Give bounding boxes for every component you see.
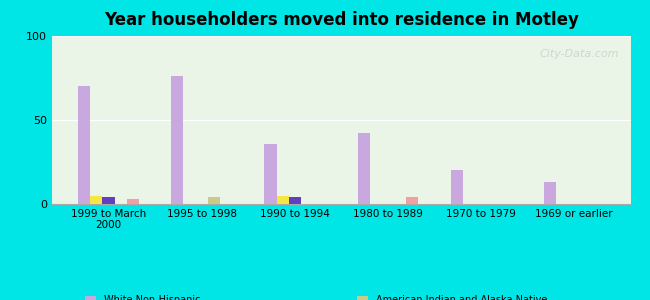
Bar [208, 197, 220, 204]
Bar [358, 134, 370, 204]
Bar [103, 197, 114, 204]
Bar [276, 196, 289, 204]
Bar [172, 76, 183, 204]
Bar [289, 197, 301, 204]
Legend: American Indian and Alaska Native, Two or More Races: American Indian and Alaska Native, Two o… [353, 291, 551, 300]
Bar [90, 196, 103, 204]
Bar [406, 197, 418, 204]
Text: City-Data.com: City-Data.com [540, 50, 619, 59]
Bar [450, 170, 463, 204]
Bar [78, 86, 90, 204]
Bar [543, 182, 556, 204]
Bar [265, 143, 276, 204]
Bar [127, 199, 139, 204]
Title: Year householders moved into residence in Motley: Year householders moved into residence i… [104, 11, 578, 29]
